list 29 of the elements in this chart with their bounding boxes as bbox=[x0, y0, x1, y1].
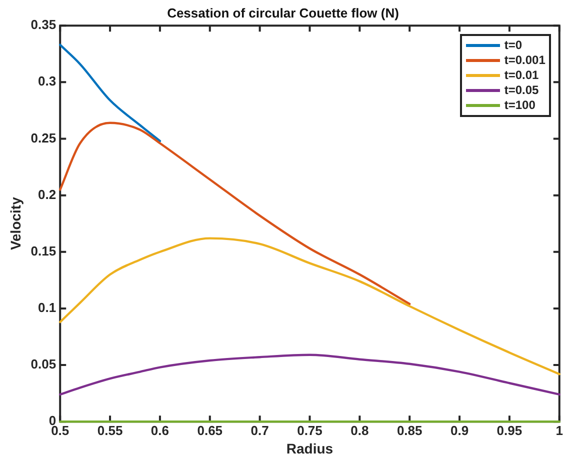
legend-label: t=0.001 bbox=[504, 53, 546, 68]
legend-label: t=0 bbox=[504, 38, 522, 52]
x-tick-label: 0.8 bbox=[350, 422, 369, 438]
y-tick-label: 0.05 bbox=[30, 356, 56, 372]
x-tick-label: 1 bbox=[556, 422, 563, 438]
y-tick-label: 0.3 bbox=[38, 74, 56, 89]
y-tick-label: 0.1 bbox=[38, 300, 56, 316]
x-tick-label: 0.65 bbox=[197, 422, 223, 438]
x-tick-label: 0.6 bbox=[150, 422, 169, 438]
y-tick-label: 0.25 bbox=[30, 130, 56, 146]
legend-label: t=0.05 bbox=[504, 83, 539, 98]
line-series bbox=[59, 122, 411, 306]
y-axis-title: Velocity bbox=[7, 196, 24, 250]
x-tick-label: 0.75 bbox=[297, 422, 322, 438]
x-tick-label: 0.85 bbox=[396, 422, 422, 438]
y-tick-label: 0.35 bbox=[30, 17, 56, 32]
line-series bbox=[59, 354, 560, 396]
y-tick-label: 0.2 bbox=[38, 186, 56, 202]
legend-label: t=0.01 bbox=[504, 68, 539, 82]
x-tick-label: 0.95 bbox=[496, 422, 522, 438]
chart-title: Cessation of circular Couette flow (N) bbox=[167, 5, 399, 20]
legend-label: t=100 bbox=[504, 98, 536, 112]
y-tick-label: 0.15 bbox=[30, 243, 56, 258]
line-series bbox=[59, 237, 560, 376]
x-tick-label: 0.55 bbox=[97, 422, 123, 438]
line-series bbox=[59, 44, 162, 142]
x-axis-title: Radius bbox=[286, 440, 334, 456]
x-tick-label: 0.9 bbox=[450, 422, 469, 438]
x-tick-label: 0.7 bbox=[250, 422, 269, 438]
